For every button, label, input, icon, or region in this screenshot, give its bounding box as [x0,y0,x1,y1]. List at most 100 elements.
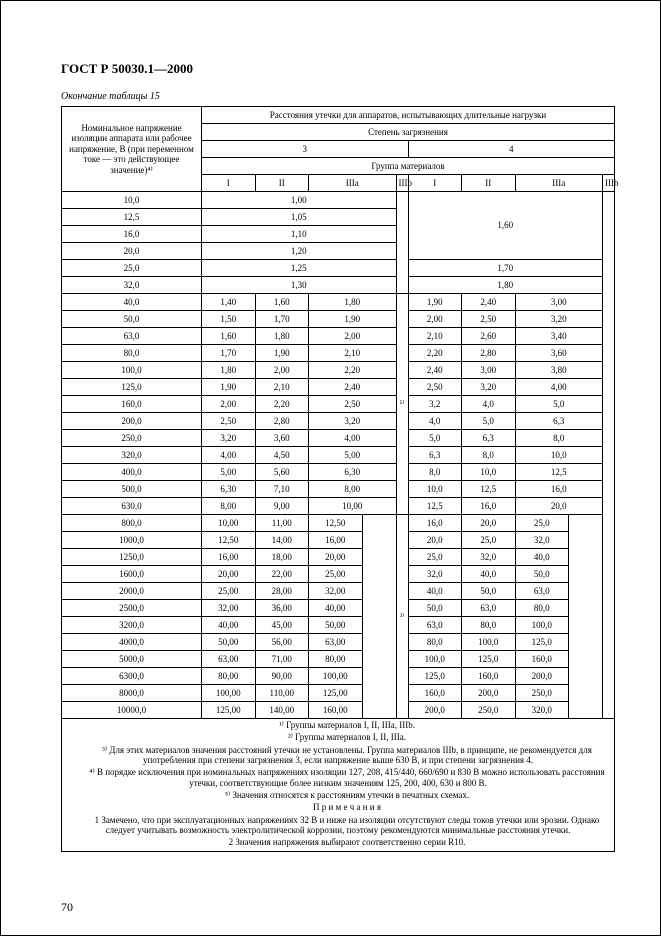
cell: 200,0 [515,668,569,685]
cell: 80,0 [408,634,462,651]
cell: 4,0 [408,413,462,430]
cell: 2,40 [462,294,516,311]
cell: 1,80 [309,294,397,311]
cell: 2,00 [255,362,309,379]
cell: 400,0 [62,464,202,481]
cell: 8000,0 [62,685,202,702]
header-matgroup: Группа материалов [202,158,615,175]
cell: 32,0 [515,532,569,549]
cell: 50,0 [62,311,202,328]
table-row: 2500,032,0036,0040,0050,063,080,0 [62,600,615,617]
cell: 4,00 [202,447,256,464]
cell: 2,60 [462,328,516,345]
cell: 16,0 [408,515,462,532]
cell: 4,00 [515,379,603,396]
cell: 32,00 [309,583,363,600]
cell: 1,30 [202,277,397,294]
cell: 800,0 [62,515,202,532]
cell [603,192,615,719]
cell: 1,90 [309,311,397,328]
cell: 2,50 [202,413,256,430]
table-row: 50,01,501,701,902,002,503,20 [62,311,615,328]
cell: 40,0 [462,566,516,583]
cell: 3,20 [462,379,516,396]
table-row: 4000,050,0056,0063,0080,0100,0125,0 [62,634,615,651]
cell: 6,3 [462,430,516,447]
cell: 200,0 [462,685,516,702]
cell: 3,20 [515,311,603,328]
cell: 125,0 [462,651,516,668]
table-row: 500,06,307,108,0010,012,516,0 [62,481,615,498]
table-row: 63,01,601,802,002,102,603,40 [62,328,615,345]
cell: 9,00 [255,498,309,515]
cell: 1,80 [408,277,603,294]
cell: 40,0 [62,294,202,311]
cell: 63,0 [515,583,569,600]
header-deg3: 3 [202,141,409,158]
cell: 12,50 [202,532,256,549]
cell [362,515,396,719]
cell: 16,0 [462,498,516,515]
cell: 3,20 [202,430,256,447]
cell: 32,0 [462,549,516,566]
cell: 20,0 [62,243,202,260]
cell: 25,00 [309,566,363,583]
table-row: 1250,016,0018,0020,0025,032,040,0 [62,549,615,566]
cell: 28,00 [255,583,309,600]
cell: 45,00 [255,617,309,634]
cell: 18,00 [255,549,309,566]
cell: 3,80 [515,362,603,379]
cell: 12,50 [309,515,363,532]
cell: 100,0 [462,634,516,651]
cell: 200,0 [62,413,202,430]
cell: 80,00 [309,651,363,668]
cell: 8,00 [309,481,397,498]
cell: 14,00 [255,532,309,549]
cell: 40,0 [408,583,462,600]
cell: 20,0 [408,532,462,549]
cell: 5,0 [462,413,516,430]
cell: 12,5 [408,498,462,515]
cell: 2,50 [408,379,462,396]
table-row: 1000,012,5014,0016,0020,025,032,0 [62,532,615,549]
cell: 20,0 [462,515,516,532]
cell: 2,10 [408,328,462,345]
cell: 7,10 [255,481,309,498]
cell: 80,0 [62,345,202,362]
col-h: II [462,175,516,192]
cell: 3,00 [515,294,603,311]
cell: 2,00 [202,396,256,413]
cell: 160,0 [515,651,569,668]
col-h: I [202,175,256,192]
cell: 80,0 [462,617,516,634]
cell: 2,20 [255,396,309,413]
cell: 40,00 [309,600,363,617]
cell: 10,0 [462,464,516,481]
cell: 3200,0 [62,617,202,634]
table-row: 40,01,401,601,80⁵⁾1,902,403,00 [62,294,615,311]
cell: 40,0 [515,549,569,566]
cell: 50,0 [462,583,516,600]
cell: ³⁾ [396,515,408,719]
cell: 1,00 [202,192,397,209]
cell: 100,00 [309,668,363,685]
cell: 4,50 [255,447,309,464]
cell: 25,0 [408,549,462,566]
table-row: 400,05,005,606,308,010,012,5 [62,464,615,481]
cell [396,192,408,294]
cell: 200,0 [408,702,462,719]
cell: ⁵⁾ [396,294,408,515]
table-row: 10000,0125,00140,00160,00200,0250,0320,0 [62,702,615,719]
cell: 140,00 [255,702,309,719]
table-row: ¹⁾ Группы материалов I, II, IIIa, IIIb.²… [62,719,615,852]
header-top: Расстояния утечки для аппаратов, испытыв… [202,107,615,124]
cell: 63,0 [462,600,516,617]
cell: 2,80 [255,413,309,430]
cell: 5,00 [202,464,256,481]
cell: 2,40 [408,362,462,379]
cell: 20,0 [515,498,603,515]
table-row: 25,01,251,70 [62,260,615,277]
cell: 2,50 [462,311,516,328]
cell: 50,0 [408,600,462,617]
table-row: 5000,063,0071,0080,00100,0125,0160,0 [62,651,615,668]
